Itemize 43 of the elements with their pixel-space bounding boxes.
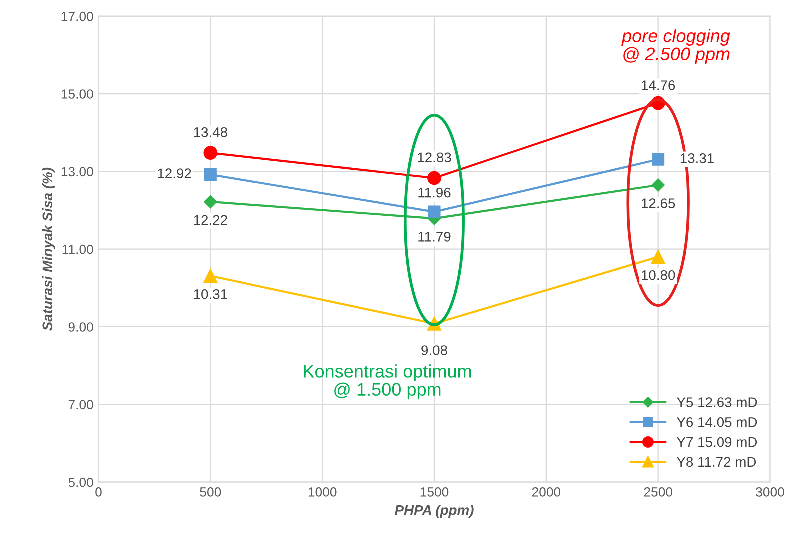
point [204, 195, 218, 209]
y-tick-label: 5.00 [68, 478, 94, 488]
x-tick-label: 3000 [756, 488, 784, 497]
data-label: 11.96 [418, 188, 451, 198]
data-label: 12.22 [194, 215, 228, 225]
point [652, 153, 665, 166]
legend-label: Y8 11.72 mD [677, 457, 756, 468]
data-label: 10.80 [642, 270, 676, 280]
data-label: 13.31 [680, 154, 714, 164]
legend-label: Y5 12.63 mD [677, 398, 758, 408]
point [652, 178, 665, 192]
y-tick-label: 11.00 [62, 244, 94, 254]
legend-label: Y6 14.05 mD [677, 417, 758, 428]
x-tick-label: 2500 [644, 488, 672, 497]
data-label: 12.92 [158, 168, 192, 179]
x-axis-title: PHPA (ppm) [395, 505, 474, 518]
point [204, 269, 218, 284]
point [651, 250, 666, 264]
y-tick-label: 15.00 [62, 90, 94, 99]
point [204, 168, 217, 182]
y-tick-label: 13.00 [62, 167, 94, 177]
y-tick-label: 9.00 [68, 322, 94, 332]
data-label: 11.79 [418, 232, 451, 242]
x-tick-label: 2000 [532, 488, 561, 497]
point [428, 206, 441, 218]
annotation: Konsentrasi optimum @ 1.500 ppm [304, 364, 472, 400]
point [204, 146, 218, 160]
point [428, 171, 442, 186]
x-tick-label: 500 [200, 488, 222, 497]
y-tick-label: 7.00 [68, 400, 94, 410]
data-label: 13.48 [194, 127, 228, 138]
data-label: 10.31 [194, 289, 228, 300]
data-label: 12.83 [418, 152, 452, 163]
data-label: 14.76 [642, 80, 676, 90]
data-label: 9.08 [422, 346, 448, 356]
legend-label: Y7 15.09 mD [677, 437, 758, 448]
x-tick-label: 0 [96, 488, 102, 497]
y-tick-label: 17.00 [62, 12, 94, 22]
x-tick-label: 1500 [420, 488, 449, 497]
annotation: pore clogging @ 2.500 ppm [622, 29, 730, 64]
y-axis-title: Saturasi Minyak Sisa (%) [42, 168, 56, 331]
x-tick-label: 1000 [308, 488, 337, 497]
data-label: 12.65 [642, 198, 676, 208]
